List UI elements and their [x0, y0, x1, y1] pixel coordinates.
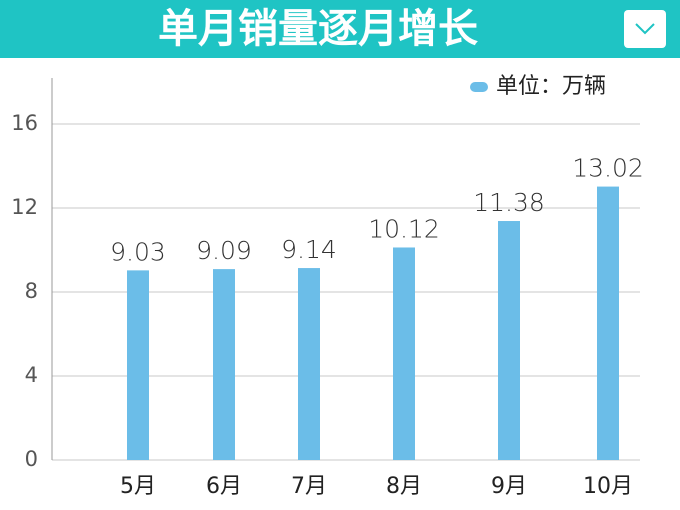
value-label: 10.12: [368, 214, 440, 243]
value-label: 11.38: [473, 188, 545, 217]
y-tick-label: 16: [11, 111, 38, 135]
chart-title: 单月销量逐月增长: [158, 6, 478, 52]
bar: [213, 269, 235, 460]
y-tick-label: 8: [25, 279, 38, 303]
value-label: 13.02: [572, 154, 644, 183]
x-tick-label: 9月: [491, 474, 527, 499]
x-tick-label: 10月: [583, 474, 633, 499]
bar: [498, 221, 520, 460]
bar: [127, 270, 149, 460]
title-bar: [0, 0, 680, 58]
value-label: 9.09: [196, 236, 252, 265]
bar: [393, 247, 415, 460]
y-tick-label: 12: [11, 195, 38, 219]
value-label: 9.14: [281, 235, 337, 264]
y-tick-label: 0: [25, 447, 38, 471]
legend-marker: [470, 82, 488, 92]
x-tick-label: 5月: [120, 474, 156, 499]
dropdown-button[interactable]: [624, 10, 666, 48]
x-tick-label: 8月: [386, 474, 422, 499]
legend-label: 单位：万辆: [496, 74, 606, 99]
dropdown-box[interactable]: [624, 10, 666, 48]
value-label: 9.03: [110, 237, 166, 266]
bar: [298, 268, 320, 460]
x-tick-label: 7月: [291, 474, 327, 499]
dropdown-chevron[interactable]: [635, 23, 655, 35]
y-tick-label: 4: [25, 363, 38, 387]
x-tick-label: 6月: [206, 474, 242, 499]
bar: [597, 186, 619, 460]
